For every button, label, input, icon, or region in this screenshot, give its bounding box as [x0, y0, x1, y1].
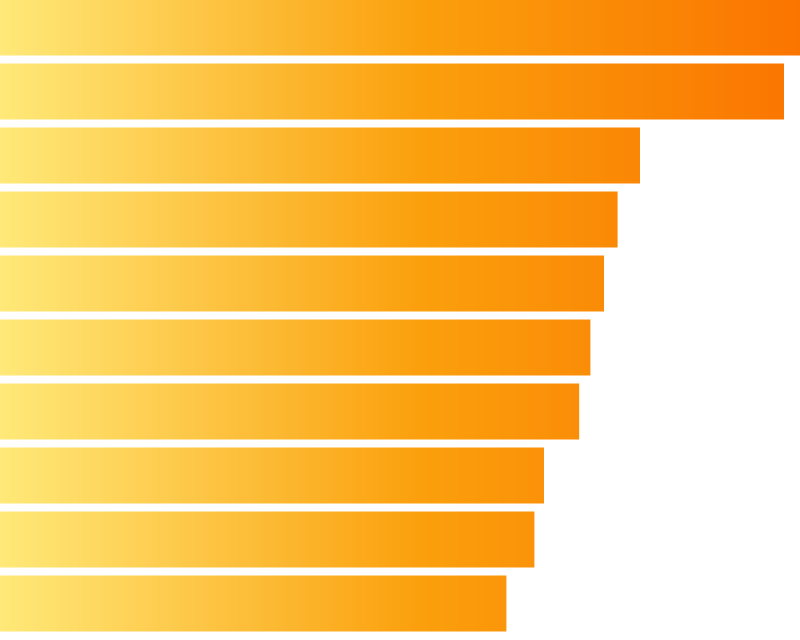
bar-9	[0, 511, 535, 568]
bar-3	[0, 127, 640, 184]
bar-7	[0, 383, 580, 440]
bar-1	[0, 0, 800, 56]
bar-4	[0, 191, 618, 248]
bar-10	[0, 575, 507, 632]
bar-5	[0, 255, 604, 312]
bar-6	[0, 319, 591, 376]
bar-2	[0, 63, 784, 120]
bar-8	[0, 447, 544, 504]
